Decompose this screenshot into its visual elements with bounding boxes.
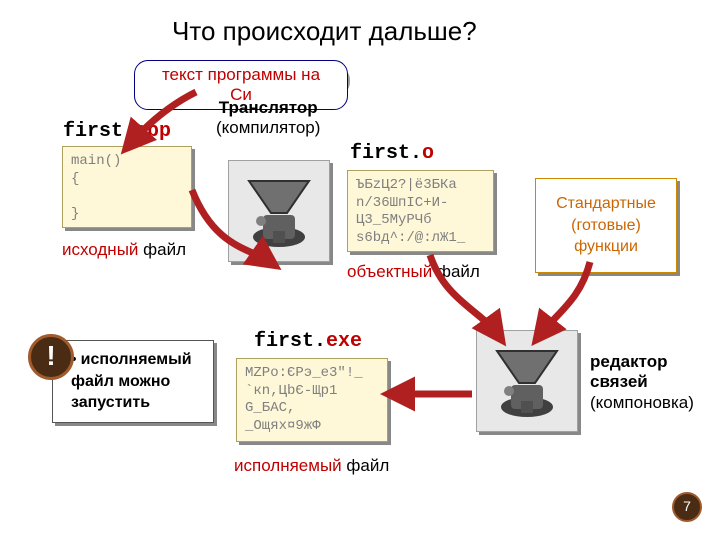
object-filename: first.o: [350, 142, 434, 165]
object-caption: объектный файл: [347, 262, 480, 282]
exe-caption-rest: файл: [342, 456, 390, 475]
note-text: исполняемый файл можно запустить: [71, 351, 192, 411]
source-code-box: main() { }: [62, 146, 192, 228]
linker-label-line3: (компоновка): [590, 393, 694, 412]
linker-label-line1: редактор: [590, 352, 667, 371]
source-filename-stem: first.: [63, 120, 135, 143]
source-caption-rest: файл: [138, 240, 186, 259]
object-filename-stem: first.: [350, 142, 422, 165]
object-caption-rest: файл: [432, 262, 480, 281]
compiler-label: Транслятор (компилятор): [216, 98, 320, 139]
stdfuncs-box: Стандартные (готовые) функции: [535, 178, 677, 273]
stdfuncs-line3: функции: [574, 238, 638, 255]
exe-filename-ext: exe: [326, 330, 362, 353]
source-caption-red: исходный: [62, 240, 138, 259]
page-number-badge: 7: [672, 492, 702, 522]
compiler-label-line1: Транслятор: [219, 98, 318, 117]
stdfuncs-line1: Стандартные: [556, 195, 656, 212]
grinder-icon: [477, 331, 577, 431]
note-box: •исполняемый файл можно запустить: [52, 340, 214, 423]
exe-filename-stem: first.: [254, 330, 326, 353]
object-filename-ext: o: [422, 142, 434, 165]
compiler-icon-box: [228, 160, 330, 262]
exe-caption-red: исполняемый: [234, 456, 342, 475]
source-filename: first.cpp: [63, 120, 171, 143]
exe-caption: исполняемый файл: [234, 456, 389, 476]
exe-bytes-box: MZPо:ЄРэ_е3"!_ `кn,ЦbЄ-Щр1 G_БАС, _Ощях¤…: [236, 358, 388, 442]
linker-label: редактор связей (компоновка): [590, 352, 694, 413]
exe-filename: first.exe: [254, 330, 362, 353]
grinder-icon: [229, 161, 329, 261]
exclaim-badge: !: [28, 334, 74, 380]
stdfuncs-line2: (готовые): [571, 217, 641, 234]
arrow-stdfuncs-to-linker: [540, 262, 590, 335]
page-title: Что происходит дальше?: [172, 16, 477, 47]
object-bytes-box: ЪБzЦ2?|ё3БКа n/36ШпIC+И- Ц3_5МуРЧб s6bд^…: [347, 170, 494, 252]
object-caption-red: объектный: [347, 262, 432, 281]
compiler-label-line2: (компилятор): [216, 118, 320, 137]
linker-icon-box: [476, 330, 578, 432]
source-caption: исходный файл: [62, 240, 186, 260]
linker-label-line2: связей: [590, 372, 648, 391]
source-filename-ext: cpp: [135, 120, 171, 143]
